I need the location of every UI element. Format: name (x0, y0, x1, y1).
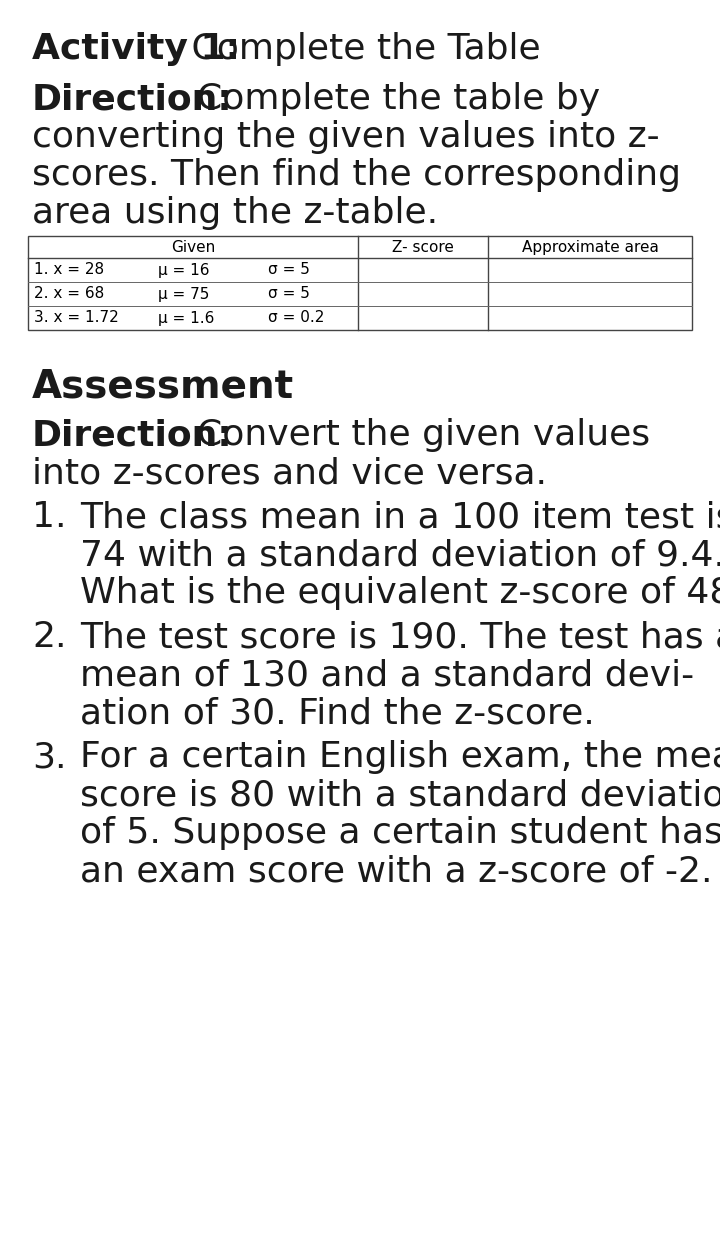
Text: 3.: 3. (32, 740, 66, 774)
Text: The test score is 190. The test has a: The test score is 190. The test has a (80, 620, 720, 655)
Text: into z-scores and vice versa.: into z-scores and vice versa. (32, 456, 547, 491)
Text: Given: Given (171, 240, 215, 255)
Text: converting the given values into z-: converting the given values into z- (32, 120, 660, 154)
Text: 1. x = 28: 1. x = 28 (34, 262, 104, 277)
Text: Direction:: Direction: (32, 419, 233, 452)
Text: 74 with a standard deviation of 9.4.: 74 with a standard deviation of 9.4. (80, 538, 720, 573)
Text: μ = 1.6: μ = 1.6 (158, 310, 215, 325)
Text: σ = 5: σ = 5 (268, 262, 310, 277)
Text: an exam score with a z-score of -2.: an exam score with a z-score of -2. (80, 854, 713, 888)
Text: σ = 0.2: σ = 0.2 (268, 310, 325, 325)
Text: What is the equivalent z-score of 48?: What is the equivalent z-score of 48? (80, 576, 720, 610)
Text: μ = 75: μ = 75 (158, 287, 210, 302)
Text: 3. x = 1.72: 3. x = 1.72 (34, 310, 119, 325)
Text: σ = 5: σ = 5 (268, 287, 310, 302)
Text: scores. Then find the corresponding: scores. Then find the corresponding (32, 158, 681, 193)
Text: score is 80 with a standard deviation: score is 80 with a standard deviation (80, 777, 720, 812)
Text: 2. x = 68: 2. x = 68 (34, 287, 104, 302)
Text: Assessment: Assessment (32, 368, 294, 406)
Text: μ = 16: μ = 16 (158, 262, 210, 277)
Text: Z- score: Z- score (392, 240, 454, 255)
Text: 2.: 2. (32, 620, 66, 655)
Text: of 5. Suppose a certain student has: of 5. Suppose a certain student has (80, 816, 720, 850)
Text: Approximate area: Approximate area (521, 240, 658, 255)
Bar (28, 236, 692, 330)
Text: The class mean in a 100 item test is: The class mean in a 100 item test is (80, 501, 720, 534)
Text: Complete the table by: Complete the table by (174, 82, 600, 116)
Text: area using the z-table.: area using the z-table. (32, 196, 438, 230)
Text: For a certain English exam, the mean: For a certain English exam, the mean (80, 740, 720, 774)
Text: 1.: 1. (32, 501, 66, 534)
Text: Activity 1:: Activity 1: (32, 32, 240, 66)
Text: ation of 30. Find the z-score.: ation of 30. Find the z-score. (80, 696, 595, 730)
Text: Convert the given values: Convert the given values (174, 419, 650, 452)
Text: Complete the Table: Complete the Table (180, 32, 541, 66)
Text: Direction:: Direction: (32, 82, 233, 116)
Text: mean of 130 and a standard devi-: mean of 130 and a standard devi- (80, 658, 694, 692)
